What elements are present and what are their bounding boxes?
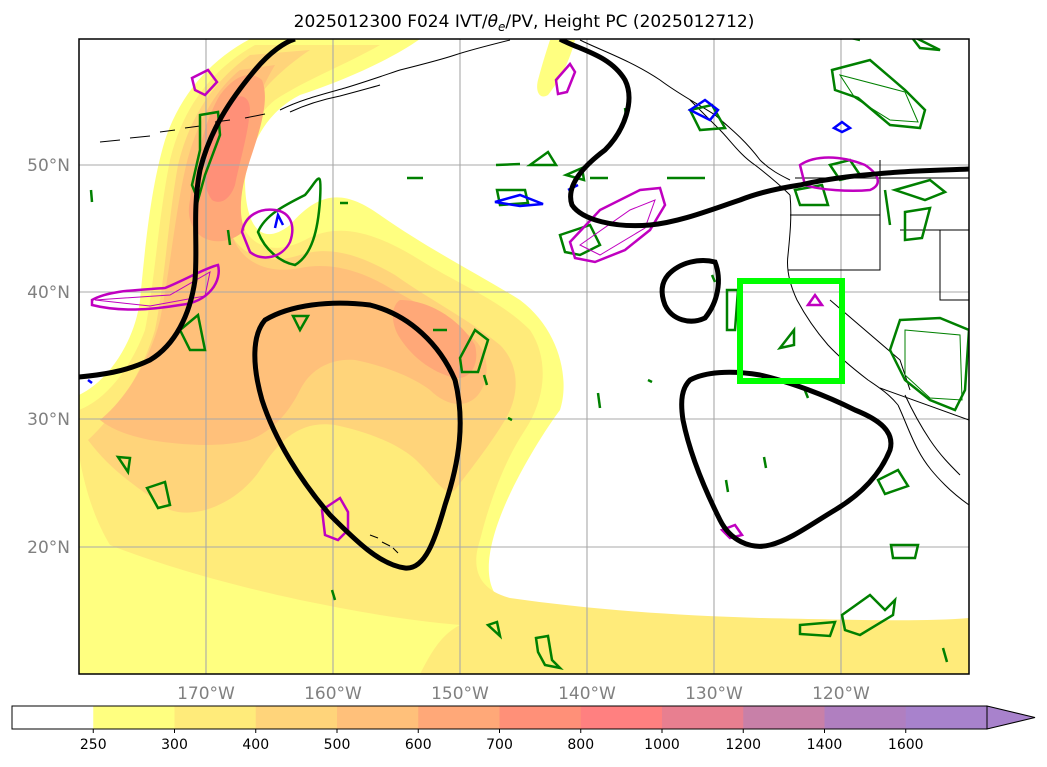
colorbar-tick-label: 1600 xyxy=(888,737,924,753)
ivt-band-600b xyxy=(392,300,477,379)
colorbar-swatch xyxy=(93,706,175,729)
colorbar-tick-label: 600 xyxy=(405,737,432,753)
bc-coast xyxy=(689,99,791,196)
colorbar-swatch xyxy=(174,706,257,729)
pv-contours xyxy=(90,61,879,542)
colorbar-tick-label: 500 xyxy=(324,737,351,753)
state-border-2 xyxy=(788,215,881,271)
lat-label-30n: 30°N xyxy=(27,410,70,430)
height-contour-gulf xyxy=(558,39,969,229)
height-contour-small-loop xyxy=(659,258,721,324)
us-west-coast xyxy=(787,194,899,406)
colorbar-swatch xyxy=(580,706,663,729)
colorbar-swatch xyxy=(418,706,500,729)
colorbar-swatch xyxy=(905,706,988,729)
lon-label-120w: 120°W xyxy=(812,684,870,704)
colorbar-swatch xyxy=(255,706,338,729)
aleutians xyxy=(99,113,266,143)
colorbar-swatch xyxy=(12,706,94,729)
colorbar-swatch xyxy=(743,706,825,729)
height-contour-central-low xyxy=(252,300,463,571)
ivt-filled-contours xyxy=(79,39,969,674)
lon-label-160w: 160°W xyxy=(304,684,362,704)
colorbar-swatch xyxy=(337,706,419,729)
lat-label-50n: 50°N xyxy=(27,156,70,176)
mexico-border xyxy=(879,387,969,421)
longitude-labels: 170°W 160°W 150°W 140°W 130°W 120°W xyxy=(177,684,870,704)
lon-label-170w: 170°W xyxy=(177,684,235,704)
colorbar-tick-label: 800 xyxy=(567,737,594,753)
colorbar-tick-label: 300 xyxy=(161,737,188,753)
colorbar-tick-label: 1400 xyxy=(807,737,843,753)
hawaii xyxy=(369,534,399,554)
map-frame xyxy=(78,38,970,675)
latitude-labels: 50°N 40°N 30°N 20°N xyxy=(27,156,70,558)
alaska-coast xyxy=(279,39,511,111)
lon-label-140w: 140°W xyxy=(558,684,616,704)
colorbar-tick-label: 400 xyxy=(242,737,269,753)
colorbar-swatch xyxy=(662,706,744,729)
coastlines xyxy=(99,39,969,554)
alaska-peninsula xyxy=(289,84,381,113)
colorbar: 250 300 400 500 600 700 800 1000 1200 1400 1600 xyxy=(11,705,1036,753)
colorbar-tick-label: 1200 xyxy=(725,737,761,753)
colorbar-extend-arrow xyxy=(986,705,1036,730)
baja-coast xyxy=(897,404,969,506)
baja-east xyxy=(904,394,961,476)
ivt-band-250-south xyxy=(79,560,226,608)
lat-label-20n: 20°N xyxy=(27,538,70,558)
ivt-band-700 xyxy=(204,96,250,202)
colorbar-swatch xyxy=(824,706,907,729)
lon-label-130w: 130°W xyxy=(685,684,743,704)
hatched-regions xyxy=(94,74,963,401)
state-border-6 xyxy=(939,230,969,301)
ivt-band-east xyxy=(537,40,575,97)
colorbar-tick-label: 700 xyxy=(486,737,513,753)
colorbar-tick-label: 250 xyxy=(80,737,107,753)
colorbar-swatch xyxy=(499,706,582,729)
colorbar-tick-label: 1000 xyxy=(644,737,680,753)
figure-title: 2025012300 F024 IVT/θe/PV, Height PC (20… xyxy=(294,12,755,34)
height-contour-west xyxy=(79,39,296,380)
ivt-band-300 xyxy=(79,45,969,674)
height-contours xyxy=(79,39,969,571)
lon-label-150w: 150°W xyxy=(431,684,489,704)
highlight-box xyxy=(737,278,845,384)
map-panel xyxy=(79,39,969,674)
lat-label-40n: 40°N xyxy=(27,283,70,303)
